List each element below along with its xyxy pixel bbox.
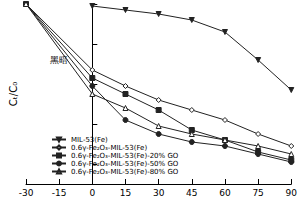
svg-text:Cₜ/C₀: Cₜ/C₀ <box>8 82 19 106</box>
svg-text:15: 15 <box>120 188 131 198</box>
svg-text:0: 0 <box>89 188 95 198</box>
svg-text:30: 30 <box>153 188 165 198</box>
svg-text:0.6γ-Fe₂O₃-MIL-53(Fe): 0.6γ-Fe₂O₃-MIL-53(Fe) <box>71 144 147 152</box>
svg-text:60: 60 <box>219 188 231 198</box>
svg-text:-15: -15 <box>52 188 67 198</box>
svg-text:45: 45 <box>186 188 197 198</box>
svg-text:MIL-53(Fe): MIL-53(Fe) <box>71 136 108 144</box>
svg-text:0.6γ-Fe₂O₃-MIL-53(Fe)-80% GO: 0.6γ-Fe₂O₃-MIL-53(Fe)-80% GO <box>71 168 179 176</box>
svg-text:0.6γ-Fe₂O₃-MIL-53(Fe)-50% GO: 0.6γ-Fe₂O₃-MIL-53(Fe)-50% GO <box>71 160 179 168</box>
svg-text:黑暗: 黑暗 <box>50 55 68 65</box>
svg-text:-30: -30 <box>19 188 34 198</box>
svg-text:0.6γ-Fe₂O₃-MIL-53(Fe)-20% GO: 0.6γ-Fe₂O₃-MIL-53(Fe)-20% GO <box>71 152 179 160</box>
svg-text:90: 90 <box>286 188 298 198</box>
svg-text:75: 75 <box>252 188 263 198</box>
